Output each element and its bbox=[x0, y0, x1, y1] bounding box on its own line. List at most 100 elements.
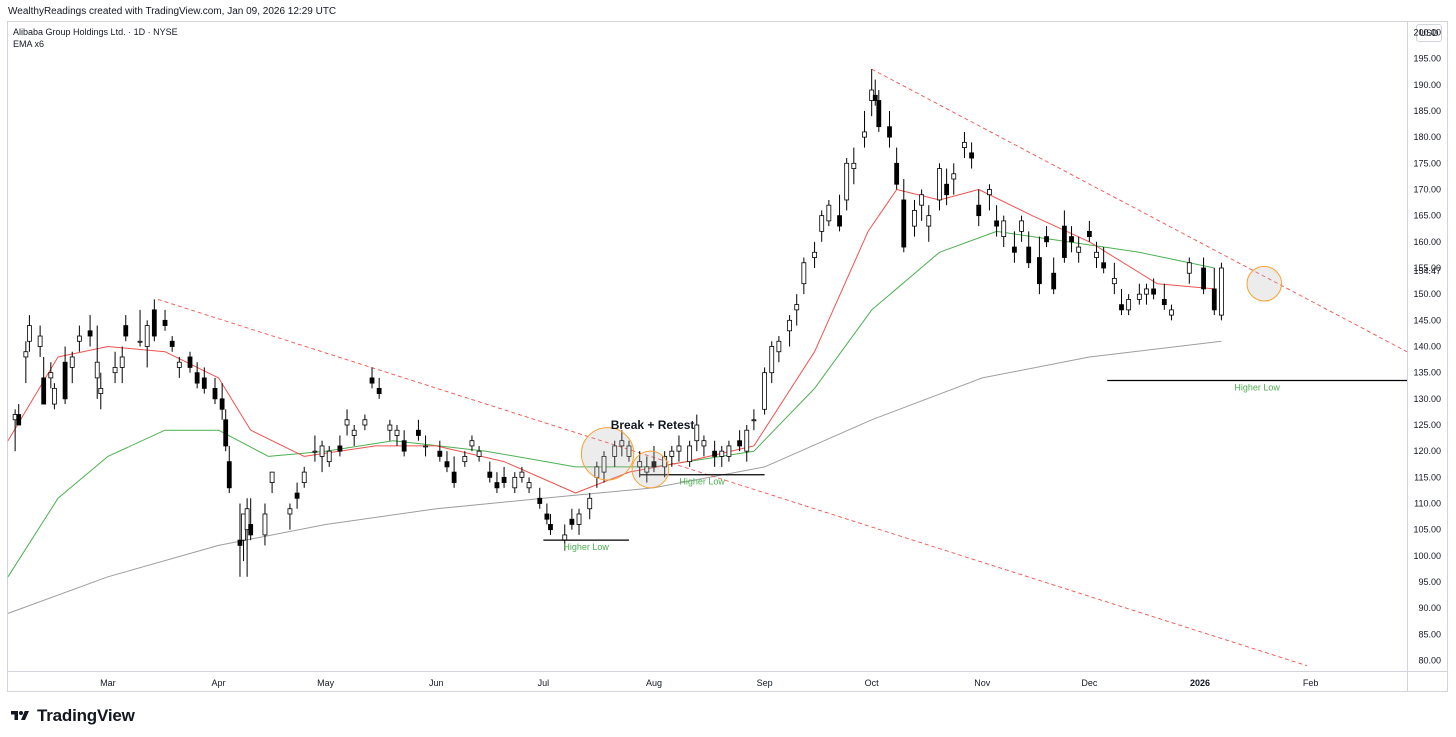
price-tick-label: 145.00 bbox=[1413, 315, 1441, 325]
candle-body bbox=[326, 450, 332, 463]
candle-body bbox=[537, 497, 543, 504]
time-tick-label: Nov bbox=[974, 678, 991, 688]
candle-body bbox=[944, 183, 950, 196]
resistance-trendline bbox=[871, 68, 1408, 353]
time-axis-separator bbox=[7, 671, 1448, 672]
time-tick-label: Feb bbox=[1303, 678, 1319, 688]
time-tick-label: Oct bbox=[865, 678, 880, 688]
price-tick-label: 90.00 bbox=[1418, 603, 1441, 613]
resistance-trendline bbox=[157, 298, 1308, 667]
time-tick-label: Dec bbox=[1081, 678, 1098, 688]
highlight-circle bbox=[631, 450, 670, 489]
candle-body bbox=[769, 346, 775, 374]
candle-body bbox=[901, 199, 907, 248]
price-tick-label: 130.00 bbox=[1413, 394, 1441, 404]
candle-body bbox=[1126, 298, 1132, 311]
price-tick-label: 100.00 bbox=[1413, 551, 1441, 561]
candle-body bbox=[544, 513, 550, 520]
candle-body bbox=[223, 419, 229, 447]
candle-body bbox=[1136, 293, 1142, 300]
candle-body bbox=[819, 215, 825, 232]
indicator-legend[interactable]: EMA x6 bbox=[13, 39, 45, 49]
candle-body bbox=[87, 330, 93, 337]
candle-body bbox=[937, 168, 942, 201]
candle-body bbox=[487, 471, 493, 478]
time-tick-label: 2026 bbox=[1190, 678, 1210, 688]
candle-body bbox=[416, 429, 421, 436]
candle-body bbox=[401, 440, 407, 452]
candle-body bbox=[601, 456, 607, 473]
candle-body bbox=[969, 152, 974, 159]
candle-body bbox=[494, 482, 500, 489]
candle-body bbox=[1151, 288, 1157, 295]
candle-body bbox=[726, 445, 732, 457]
candle-body bbox=[651, 461, 657, 468]
price-tick-label: 80.00 bbox=[1418, 656, 1441, 666]
price-tick-label: 125.00 bbox=[1413, 420, 1441, 430]
candle-body bbox=[894, 162, 900, 185]
price-tick-label: 200.00 bbox=[1413, 27, 1441, 37]
candle-body bbox=[123, 325, 129, 337]
candle-body bbox=[1169, 309, 1174, 316]
candle-body bbox=[751, 419, 757, 422]
candle-body bbox=[844, 162, 850, 201]
candle-body bbox=[712, 450, 718, 457]
time-tick-label: Jun bbox=[429, 678, 444, 688]
chart-frame bbox=[7, 21, 1448, 692]
symbol-title[interactable]: Alibaba Group Holdings Ltd. · 1D · NYSE bbox=[13, 27, 178, 37]
candle-body bbox=[794, 304, 800, 311]
candle-body bbox=[576, 513, 582, 525]
candle-body bbox=[62, 361, 68, 400]
time-tick-label: Sep bbox=[757, 678, 773, 688]
price-tick-label: 150.00 bbox=[1413, 289, 1441, 299]
candle-body bbox=[1037, 257, 1042, 285]
candle-body bbox=[676, 445, 682, 452]
candle-body bbox=[16, 414, 22, 426]
candle-body bbox=[294, 492, 300, 499]
candle-body bbox=[41, 377, 47, 405]
candle-body bbox=[887, 126, 892, 138]
candle-body bbox=[312, 450, 318, 453]
time-tick-label: Jul bbox=[538, 678, 550, 688]
candle-body bbox=[562, 534, 568, 541]
candle-body bbox=[1069, 236, 1074, 243]
price-tick-label: 175.00 bbox=[1413, 158, 1441, 168]
candle-body bbox=[1012, 246, 1017, 253]
time-tick-label: Aug bbox=[646, 678, 662, 688]
time-tick-label: May bbox=[317, 678, 335, 688]
candle-body bbox=[801, 262, 807, 285]
candle-body bbox=[144, 325, 150, 347]
candle-body bbox=[862, 131, 867, 138]
candle-body bbox=[437, 450, 443, 457]
candle-body bbox=[269, 471, 275, 483]
candle-body bbox=[626, 445, 632, 457]
candle-body bbox=[76, 335, 82, 342]
currency-badge[interactable]: USD bbox=[1416, 24, 1442, 42]
price-tick-label: 195.00 bbox=[1413, 54, 1441, 64]
candle-body bbox=[1161, 298, 1167, 306]
candle-body bbox=[701, 440, 707, 447]
candle-body bbox=[787, 319, 792, 332]
higher-low-label: Higher Low bbox=[679, 477, 725, 487]
candle-body bbox=[394, 429, 400, 436]
candle-body bbox=[98, 387, 104, 395]
candle-body bbox=[444, 461, 450, 468]
price-tick-label: 190.00 bbox=[1413, 80, 1441, 90]
candle-body bbox=[176, 361, 182, 368]
candle-body bbox=[501, 476, 507, 483]
price-tick-label: 165.00 bbox=[1413, 211, 1441, 221]
candle-body bbox=[23, 351, 29, 358]
price-tick-label: 180.00 bbox=[1413, 132, 1441, 142]
candle-body bbox=[362, 419, 368, 426]
ema-fast-line bbox=[7, 189, 1215, 494]
candle-body bbox=[569, 518, 575, 525]
candle-body bbox=[351, 429, 357, 436]
candle-body bbox=[1094, 251, 1099, 258]
candle-body bbox=[987, 189, 992, 196]
candle-body bbox=[169, 340, 175, 347]
candle-body bbox=[912, 210, 917, 227]
candle-body bbox=[137, 340, 143, 343]
candle-body bbox=[376, 387, 382, 395]
candle-body bbox=[1001, 220, 1007, 237]
